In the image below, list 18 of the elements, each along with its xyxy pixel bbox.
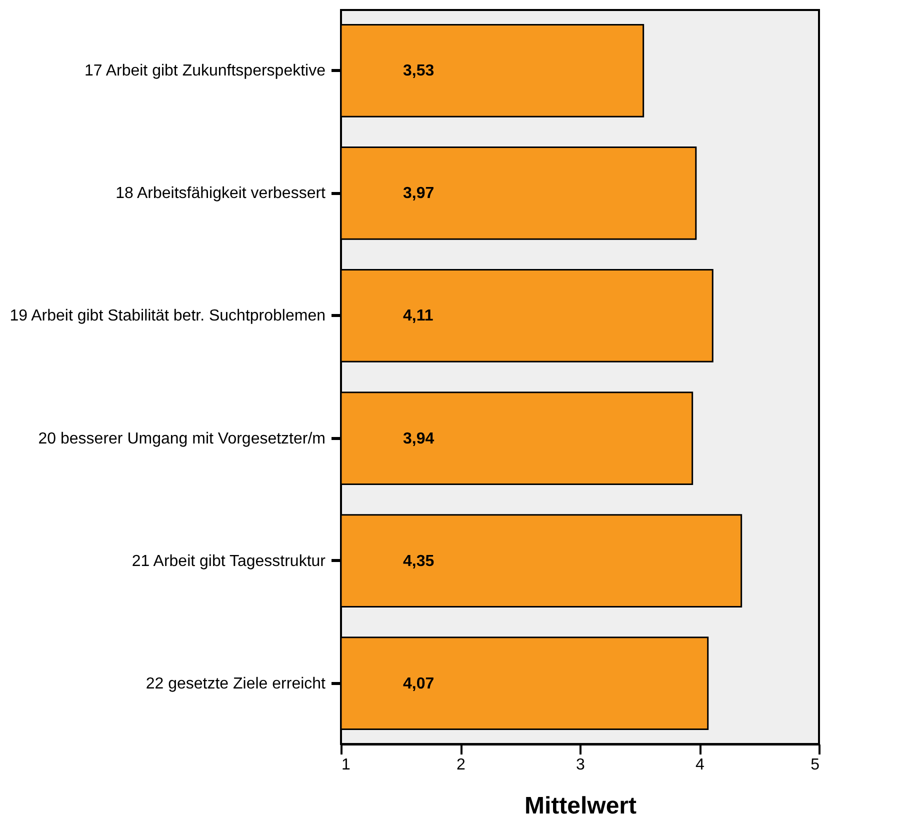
data-label: 4,35 — [403, 552, 434, 570]
x-tick-label: 2 — [456, 756, 466, 774]
x-tick-label: 1 — [342, 756, 350, 774]
y-tick-label: 21 Arbeit gibt Tagesstruktur — [132, 552, 326, 570]
data-label: 4,11 — [403, 308, 434, 325]
y-tick-label: 17 Arbeit gibt Zukunftsperspektive — [84, 62, 326, 80]
data-label: 4,07 — [403, 675, 434, 692]
x-tick-label: 4 — [696, 756, 705, 774]
y-tick-label: 18 Arbeitsfähigkeit verbessert — [116, 185, 326, 202]
y-tick-label: 20 besserer Umgang mit Vorgesetzter/m — [38, 430, 326, 448]
y-tick-label: 22 gesetzte Ziele erreicht — [146, 675, 326, 692]
data-label: 3,97 — [403, 185, 434, 202]
data-label: 3,94 — [403, 430, 434, 448]
y-tick-label: 19 Arbeit gibt Stabilität betr. Suchtproblemen — [10, 308, 326, 325]
x-axis-title: Mittelwert — [524, 792, 637, 820]
data-label: 3,53 — [403, 62, 434, 80]
x-tick-label: 5 — [810, 756, 820, 774]
x-tick-label: 3 — [576, 756, 586, 774]
